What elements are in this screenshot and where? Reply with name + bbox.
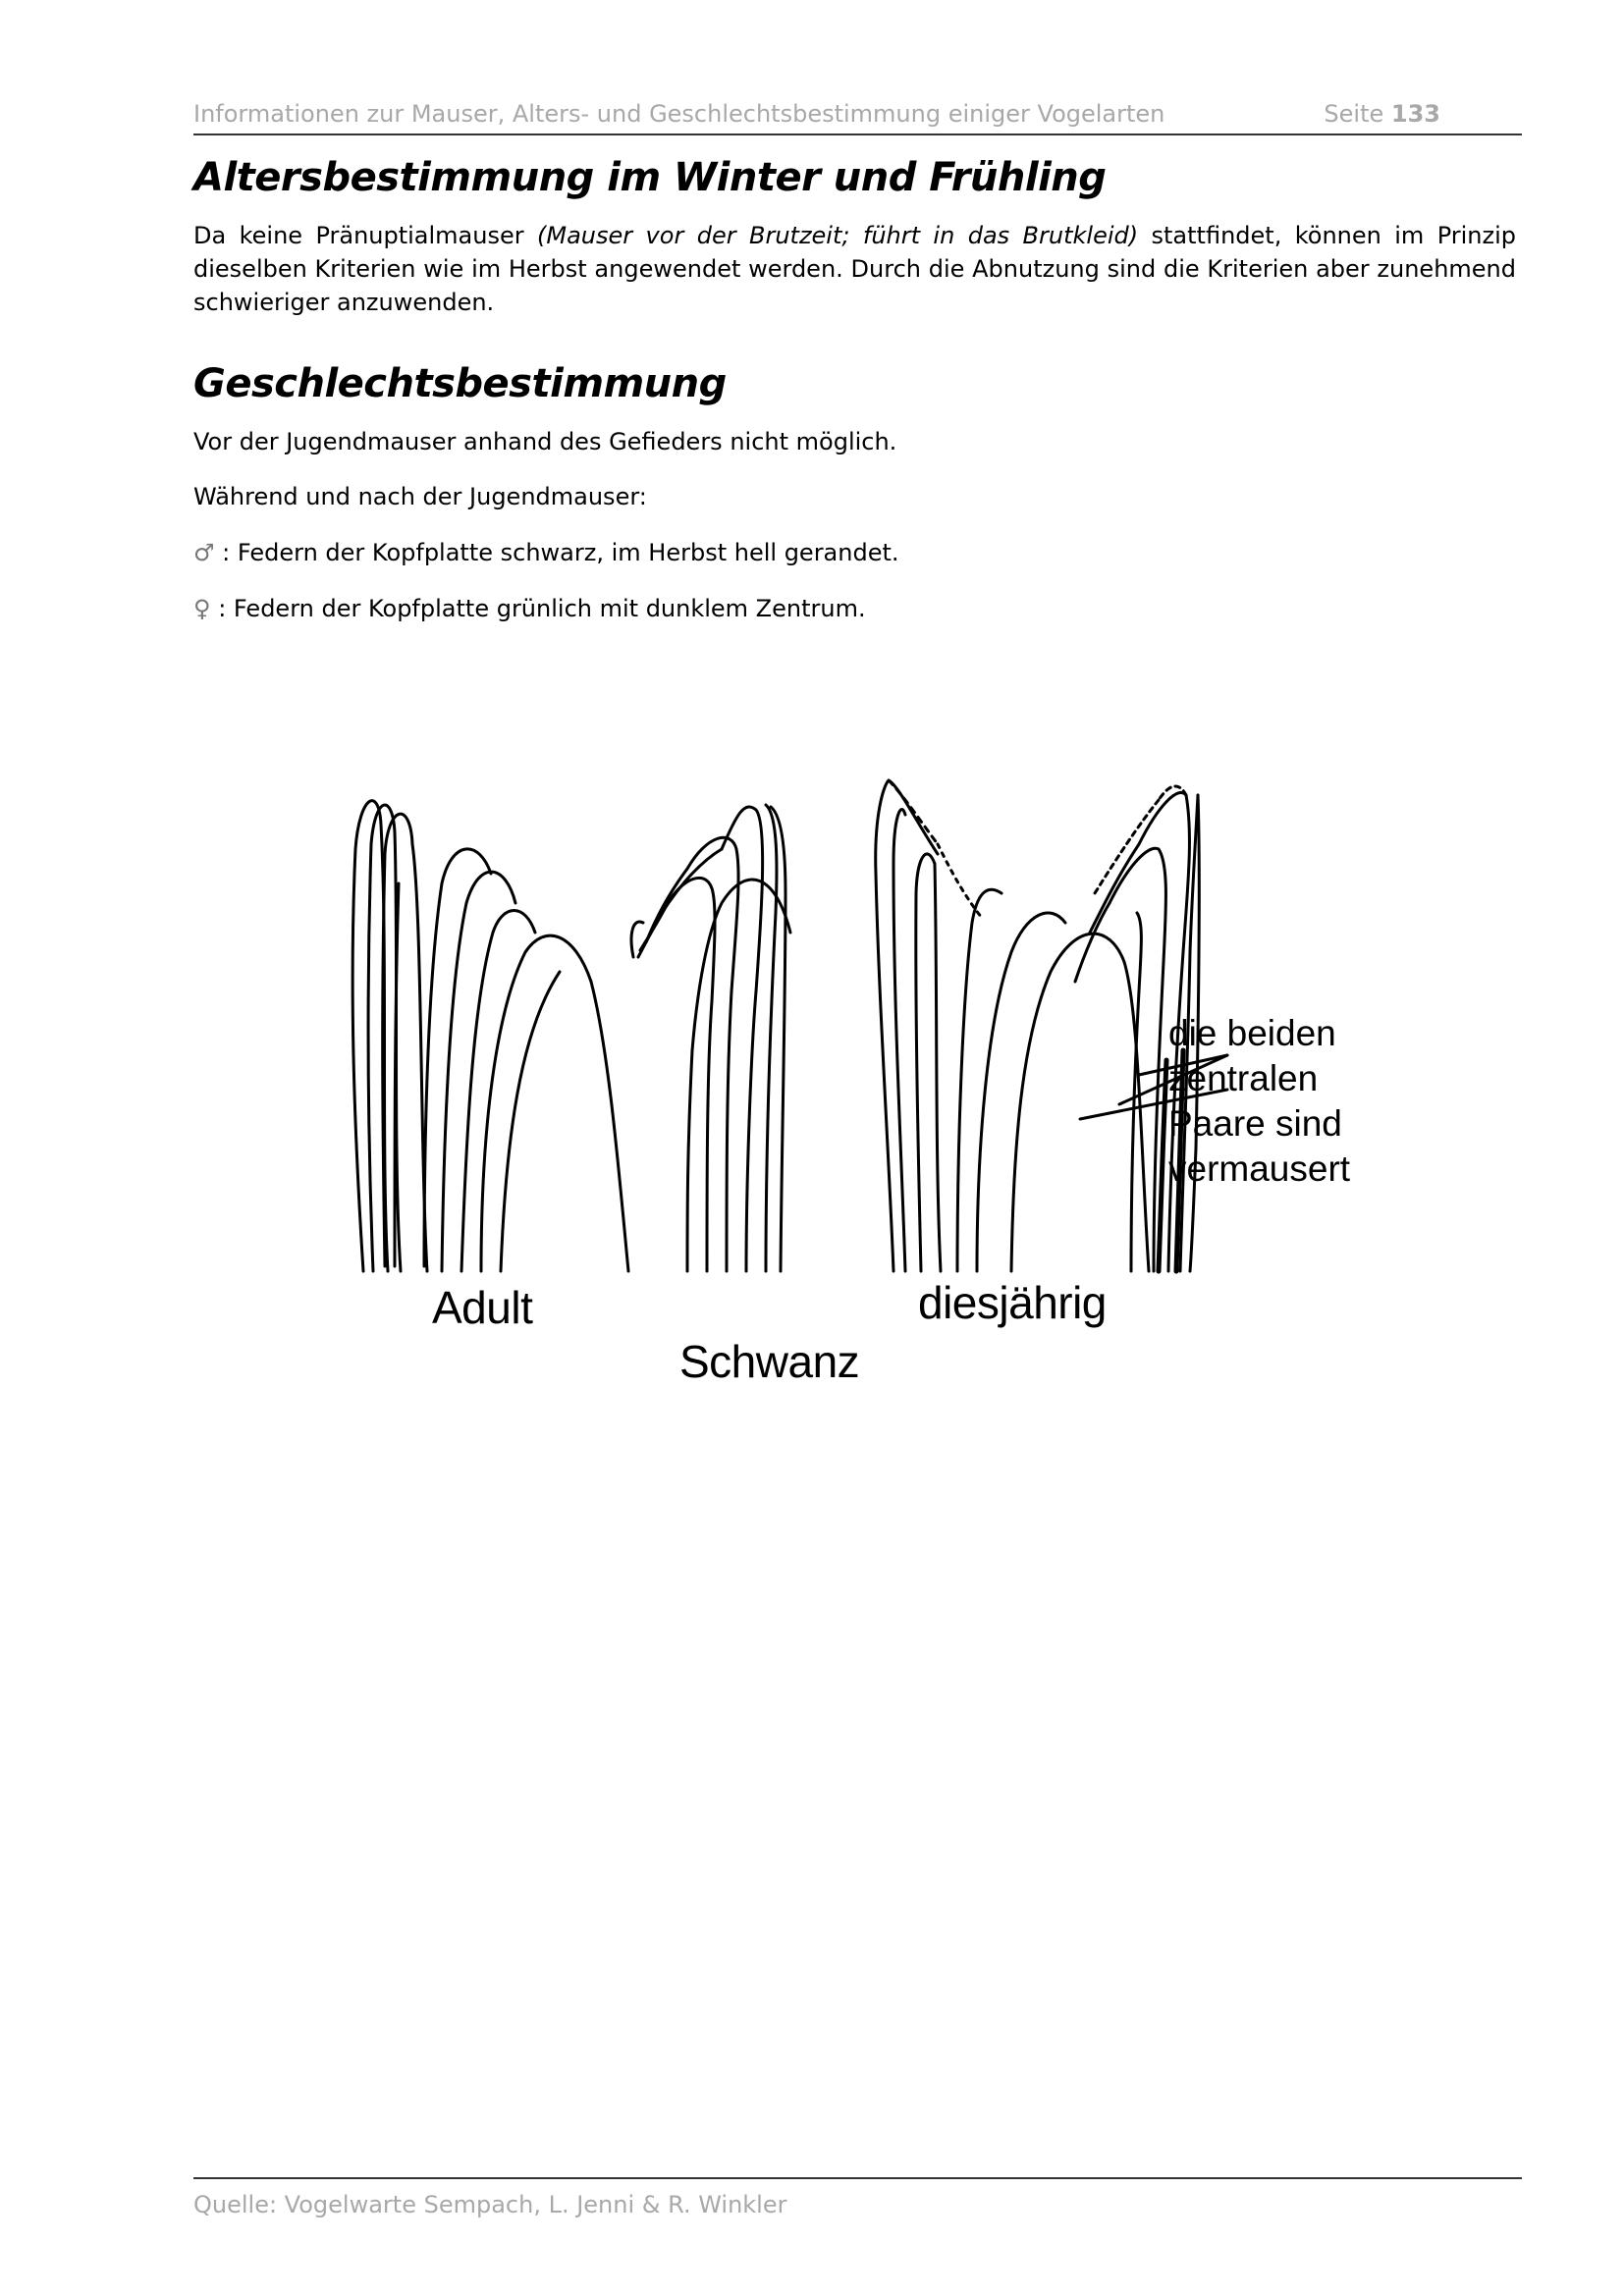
female-symbol-icon: ♀ — [193, 595, 211, 622]
section-heading-sex: Geschlechtsbestimmung — [193, 361, 727, 406]
label-adult: Adult — [432, 1282, 533, 1333]
age-paragraph: Da keine Pränuptialmauser (Mauser vor de… — [193, 219, 1516, 319]
female-text: : Federn der Kopfplatte grünlich mit dun… — [218, 595, 866, 622]
section-heading-age: Altersbestimmung im Winter und Frühling — [193, 155, 1107, 200]
page-number: 133 — [1390, 100, 1440, 128]
age-text-start: Da keine Pränuptialmauser — [193, 222, 538, 249]
male-text: : Federn der Kopfplatte schwarz, im Herb… — [222, 539, 899, 566]
tail-illustration — [351, 778, 1229, 1274]
header-title: Informationen zur Mauser, Alters- und Ge… — [193, 100, 1165, 128]
sex-line-1: Vor der Jugendmauser anhand des Gefieder… — [193, 428, 897, 455]
adult-tail-drawing — [351, 799, 792, 1273]
annotation-line-3: Paare sind — [1168, 1103, 1342, 1144]
male-line: ♂ : Federn der Kopfplatte schwarz, im He… — [193, 536, 899, 569]
label-juvenile: diesjährig — [918, 1277, 1107, 1328]
page-footer: Quelle: Vogelwarte Sempach, L. Jenni & R… — [193, 2177, 1522, 2218]
age-text-italic: (Mauser vor der Brutzeit; führt in das B… — [537, 222, 1139, 249]
female-line: ♀ : Federn der Kopfplatte grünlich mit d… — [193, 592, 866, 625]
page-label: Seite — [1324, 100, 1384, 128]
annotation-line-4: vermausert — [1168, 1148, 1351, 1189]
age-text-end: stattfindet, können im Prinzip dieselben… — [193, 222, 1517, 316]
label-tail: Schwanz — [679, 1336, 860, 1387]
annotation-line-2: zentralen — [1168, 1058, 1319, 1098]
juvenile-tail-drawing — [874, 778, 1201, 1274]
header-page-number: Seite 133 — [1324, 100, 1440, 128]
annotation-line-1: die beiden — [1168, 1013, 1336, 1053]
tail-figure: Adult diesjährig Schwanz die beiden zent… — [334, 756, 1375, 1414]
footer-source: Quelle: Vogelwarte Sempach, L. Jenni & R… — [193, 2191, 787, 2218]
annotation-pointer — [1078, 1053, 1229, 1121]
male-symbol-icon: ♂ — [193, 539, 215, 566]
page-header: Informationen zur Mauser, Alters- und Ge… — [193, 98, 1522, 135]
annotation-text: die beiden zentralen Paare sind vermause… — [1168, 1011, 1350, 1192]
sex-line-2: Während und nach der Jugendmauser: — [193, 483, 647, 510]
